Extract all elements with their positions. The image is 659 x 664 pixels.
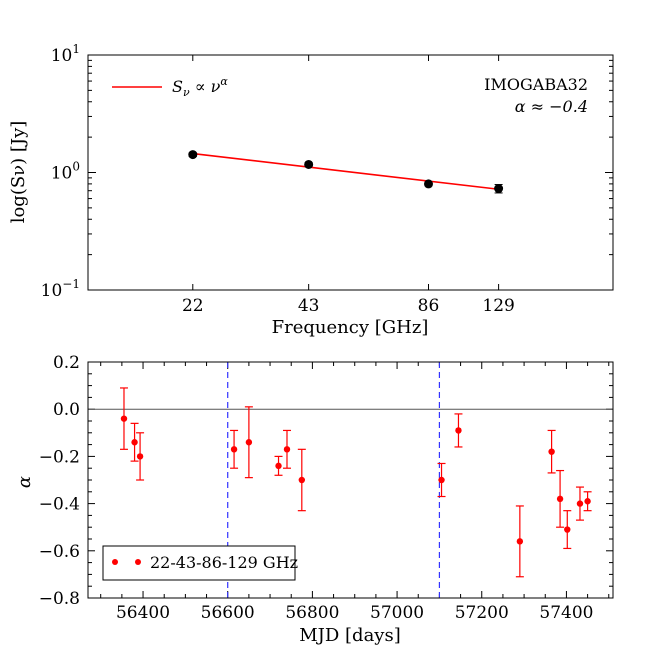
alpha-x-tick-label: 56400 [116, 603, 170, 623]
alpha-x-tick-label: 56600 [201, 603, 255, 623]
alpha-data-point [298, 476, 306, 484]
spectrum-x-tick-label: 43 [298, 296, 320, 316]
spectrum-data-point [188, 150, 198, 160]
alpha-data-point [455, 427, 462, 434]
spectrum-legend-label-sub: ν [183, 86, 190, 99]
spectrum-y-tick-label: 100 [51, 160, 80, 184]
alpha-panel: 56400 56600 56800 57000 57200 57400 −0.8−0.6−… [14, 353, 614, 646]
spectrum-data-point [424, 179, 434, 189]
alpha-data-point [516, 538, 524, 545]
alpha-data-point [245, 439, 253, 446]
spectrum-fit-line-group [192, 152, 499, 191]
alpha-data-point [576, 500, 584, 507]
alpha-y-tick-label: −0.6 [39, 542, 80, 562]
spectrum-fit-line [192, 152, 499, 191]
alpha-data-point [136, 453, 144, 460]
alpha-data-point [283, 446, 291, 453]
spectrum-source-annotation: IMOGABA32 [484, 75, 588, 94]
alpha-x-tick-label: 57000 [370, 603, 424, 623]
alpha-x-axis-title: MJD [days] [299, 625, 401, 646]
alpha-y-tick-label: −0.4 [39, 495, 80, 515]
spectrum-legend-label-sup: α [220, 75, 228, 88]
alpha-y-tick-label: 0.2 [53, 353, 80, 373]
spectrum-alpha-annotation: α ≈ −0.4 [515, 97, 588, 116]
alpha-x-tick-label: 56800 [285, 603, 339, 623]
alpha-y-axis-title: α [14, 476, 35, 488]
spectrum-data-point [494, 184, 504, 194]
spectrum-x-tick-labels: 22 43 86 129 [182, 296, 515, 316]
spectrum-y-tick-label: 101 [51, 42, 80, 66]
alpha-y-tick-label: −0.8 [39, 589, 80, 609]
alpha-data-point [564, 526, 571, 533]
alpha-y-tick-label: 0.0 [53, 400, 80, 420]
alpha-data-point [131, 439, 138, 446]
alpha-data-point [556, 495, 564, 503]
alpha-x-tick-label: 57200 [455, 603, 509, 623]
spectrum-y-tick-label-base: 10 [51, 46, 73, 66]
alpha-legend-label: 22-43-86-129 GHz [150, 553, 298, 572]
spectrum-legend-label-rest: ∝ ν [190, 77, 221, 96]
spectrum-points-group [188, 150, 504, 194]
alpha-data-point [275, 462, 282, 470]
spectrum-legend-label: Sν ∝ να [172, 75, 228, 99]
alpha-legend-marker-1 [112, 559, 118, 565]
alpha-x-tick-labels: 56400 56600 56800 57000 57200 57400 [116, 603, 593, 623]
alpha-x-tick-label: 57400 [539, 603, 593, 623]
alpha-reference-lines [88, 362, 613, 598]
alpha-y-tick-label: −0.2 [39, 447, 80, 467]
alpha-plot-frame [87, 361, 614, 599]
alpha-legend-marker-2 [135, 559, 141, 565]
alpha-y-tick-labels: −0.8 −0.6 −0.4 −0.2 0.0 0.2 [39, 353, 80, 609]
spectrum-y-tick-label-exp: −1 [62, 277, 80, 291]
alpha-data-point [230, 446, 238, 453]
spectrum-x-tick-label: 129 [482, 296, 514, 316]
alpha-data-point [548, 448, 555, 455]
alpha-legend-box [102, 545, 296, 581]
spectrum-y-tick-label-exp: 0 [72, 160, 80, 174]
spectrum-y-tick-label-base: 10 [41, 281, 63, 301]
alpha-data-point [584, 498, 591, 505]
spectrum-y-tick-label: 10−1 [41, 277, 80, 301]
spectrum-legend-label-main: S [172, 77, 183, 96]
alpha-points-group [119, 387, 592, 578]
spectrum-x-tick-label: 86 [418, 296, 440, 316]
alpha-data-point [120, 415, 128, 422]
spectrum-x-axis-title: Frequency [GHz] [272, 317, 429, 338]
spectrum-y-tick-label-base: 10 [51, 164, 73, 184]
spectrum-x-tick-label: 22 [182, 296, 204, 316]
spectrum-plot-frame [87, 54, 614, 291]
spectrum-y-axis-title: log(Sν) [Jy] [8, 121, 29, 224]
spectrum-data-point [304, 159, 314, 169]
spectrum-y-tick-label-exp: 1 [72, 42, 80, 56]
alpha-data-point [438, 476, 445, 484]
